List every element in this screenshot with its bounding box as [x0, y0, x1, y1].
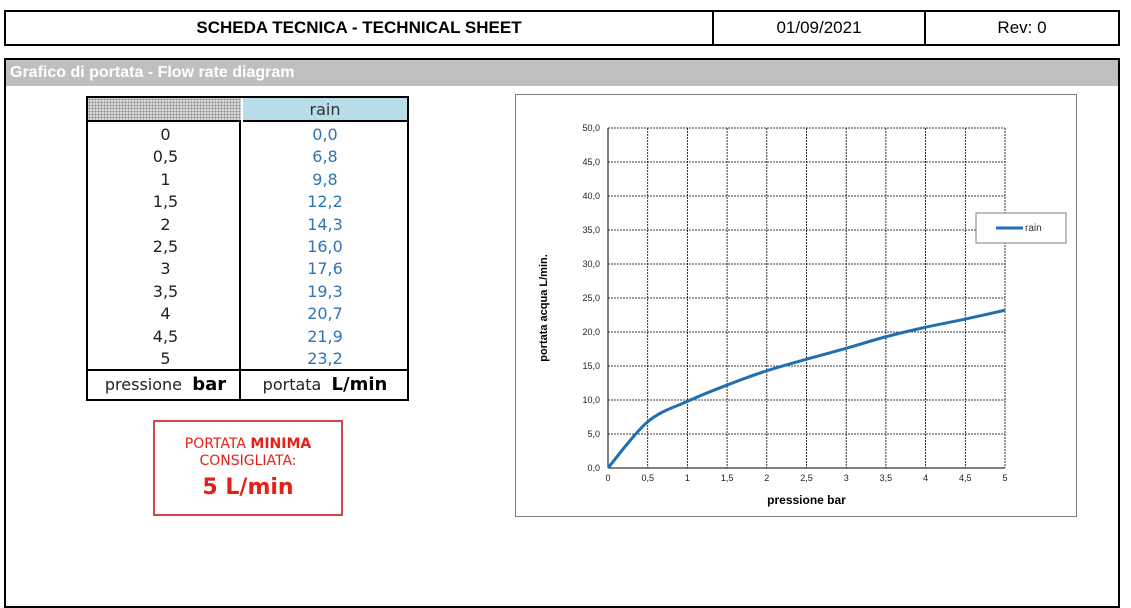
flow-cell: 6,8 — [312, 147, 338, 167]
pressure-cell: 3,5 — [152, 281, 179, 301]
pressure-cell: 0 — [160, 125, 171, 144]
y-tick-label: 15,0 — [582, 361, 600, 371]
x-tick-label: 0,5 — [641, 473, 654, 483]
flow-chart: 0,0 5,0 10,0 15,0 20,0 25,0 30,0 35,0 40,0 45,0 50… — [515, 94, 1077, 517]
pressure-cell: 1,5 — [152, 192, 179, 212]
flow-cell: 21,9 — [307, 326, 343, 346]
table-row: 4,5 21,9 — [88, 326, 407, 348]
table-header-blank — [88, 98, 241, 122]
flow-cell: 19,3 — [307, 281, 343, 301]
sheet-date: 01/09/2021 — [714, 12, 926, 44]
y-tick-label: 5,0 — [587, 429, 600, 439]
flow-cell: 16,0 — [307, 236, 343, 256]
pressure-cell: 4 — [160, 304, 171, 324]
table-row: 3,5 19,3 — [88, 281, 407, 303]
footer-flow-unit: L/min — [331, 374, 388, 395]
pressure-cell: 4,5 — [152, 326, 179, 346]
pressure-cell: 3 — [160, 259, 171, 279]
x-tick-label: 1,5 — [721, 473, 734, 483]
table-row: 5 23,2 — [88, 348, 407, 370]
legend-label: rain — [1025, 223, 1042, 234]
flow-cell: 9,8 — [312, 169, 338, 189]
table-left-column — [88, 98, 241, 399]
sheet-title: SCHEDA TECNICA - TECHNICAL SHEET — [6, 12, 714, 44]
y-tick-label: 50,0 — [582, 123, 600, 133]
x-tick-label: 1 — [685, 473, 690, 483]
x-tick-label: 4 — [923, 473, 928, 483]
footer-pressure-unit: bar — [192, 374, 227, 395]
pressure-cell: 1 — [160, 169, 171, 189]
x-tick-label: 4,5 — [959, 473, 972, 483]
series-line-rain — [606, 308, 1006, 469]
x-tick-label: 2 — [764, 473, 769, 483]
table-row: 3 17,6 — [88, 258, 407, 280]
table-header-series: rain — [243, 98, 407, 122]
flow-cell: 20,7 — [307, 304, 343, 324]
y-tick-label: 25,0 — [582, 293, 600, 303]
sheet-revision: Rev: 0 — [997, 18, 1047, 37]
x-tick-label: 2,5 — [800, 473, 813, 483]
y-tick-label: 35,0 — [582, 225, 600, 235]
footer-flow-label: portata — [262, 375, 322, 394]
flow-table: rain 0 0,0 0,5 6,8 1 9,8 1,5 12,2 2 14,3 2,5 16,0 3 1… — [86, 96, 409, 401]
footer-flow: portata L/min — [243, 371, 407, 399]
section-title: Grafico di portata - Flow rate diagram — [6, 60, 1118, 86]
flow-cell: 12,2 — [307, 192, 343, 212]
pressure-cell: 5 — [160, 348, 171, 368]
flow-cell: 23,2 — [307, 348, 343, 368]
min-flow-prefix: PORTATA — [184, 436, 246, 452]
table-row: 2 14,3 — [88, 214, 407, 236]
pressure-cell: 0,5 — [152, 147, 179, 167]
pressure-cell: 2 — [160, 214, 171, 234]
footer-pressure: pressione bar — [88, 371, 243, 399]
min-flow-bold: MINIMA — [250, 436, 312, 452]
x-tick-label: 0 — [605, 473, 610, 483]
pressure-cell: 2,5 — [152, 236, 179, 256]
flow-cell: 0,0 — [312, 125, 338, 144]
table-rows: 0 0,0 0,5 6,8 1 9,8 1,5 12,2 2 14,3 2,5 16,0 3 17,6 3,… — [88, 124, 407, 370]
sheet-header: SCHEDA TECNICA - TECHNICAL SHEET 01/09/2… — [4, 10, 1120, 46]
flow-cell: 17,6 — [307, 259, 343, 279]
y-tick-label: 20,0 — [582, 327, 600, 337]
table-row: 0 0,0 — [88, 124, 407, 146]
flow-cell: 14,3 — [307, 214, 343, 234]
y-tick-label: 45,0 — [582, 157, 600, 167]
table-row: 1,5 12,2 — [88, 191, 407, 213]
x-tick-label: 3,5 — [880, 473, 893, 483]
min-flow-value: 5 L/min — [202, 475, 294, 500]
table-row: 2,5 16,0 — [88, 236, 407, 258]
y-tick-label: 30,0 — [582, 259, 600, 269]
min-flow-box: PORTATA MINIMA CONSIGLIATA: 5 L/min — [153, 420, 343, 516]
table-row: 1 9,8 — [88, 169, 407, 191]
footer-pressure-label: pressione — [104, 375, 183, 394]
table-row: 0,5 6,8 — [88, 146, 407, 168]
x-tick-label: 5 — [1002, 473, 1007, 483]
y-tick-label: 10,0 — [582, 395, 600, 405]
content-frame: Grafico di portata - Flow rate diagram — [4, 58, 1120, 608]
min-flow-line1: PORTATA MINIMA — [155, 436, 341, 452]
table-row: 4 20,7 — [88, 303, 407, 325]
y-tick-label: 0,0 — [587, 463, 600, 473]
min-flow-line2: CONSIGLIATA: — [199, 453, 297, 469]
table-footer: pressione bar portata L/min — [88, 369, 407, 399]
x-tick-label: 3 — [844, 473, 849, 483]
y-axis-label: portata acqua L/min. — [538, 254, 550, 362]
x-axis-label: pressione bar — [767, 493, 846, 507]
flow-chart-svg: 0,05,010,015,020,025,030,035,040,045,050… — [538, 123, 1067, 507]
y-tick-label: 40,0 — [582, 191, 600, 201]
